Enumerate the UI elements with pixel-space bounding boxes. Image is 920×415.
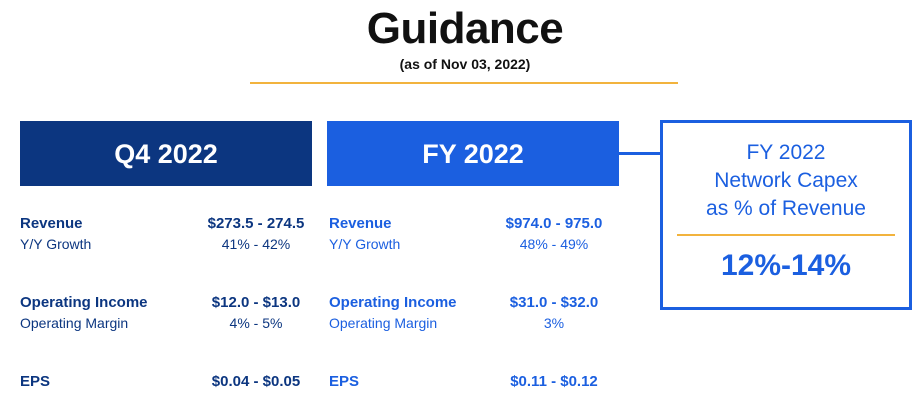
capex-value: 12%-14% [720,249,852,282]
fy-eps-label: EPS [329,373,360,390]
page-subtitle: (as of Nov 03, 2022) [399,56,531,72]
q4-revenue-value: $273.5 - 274.5 [207,215,305,232]
q4-growth-value: 41% - 42% [221,236,291,252]
q4-operating-margin-value: 4% - 5% [229,315,283,331]
q4-revenue-label: Revenue [20,215,83,232]
fy-operating-income-value: $31.0 - $32.0 [509,294,599,311]
fy-growth-label: Y/Y Growth [329,236,401,252]
capex-title-line-2: Network Capex [714,169,858,192]
title-divider [250,82,678,84]
fy-revenue-value: $974.0 - 975.0 [505,215,603,232]
q4-operating-income-label: Operating Income [20,294,148,311]
fy-operating-margin-label: Operating Margin [329,315,438,331]
capex-callout-box: FY 2022 Network Capex as % of Revenue 12… [660,120,912,310]
fy-growth-value: 48% - 49% [519,236,589,252]
fy-operating-income-label: Operating Income [329,294,457,311]
q4-growth-label: Y/Y Growth [20,236,92,252]
capex-title: FY 2022 Network Capex as % of Revenue [663,139,909,223]
q4-eps-label: EPS [20,373,51,390]
fy-eps-value: $0.11 - $0.12 [510,373,598,390]
capex-divider [677,234,895,236]
page-title: Guidance [366,4,564,53]
fy-operating-margin-value: 3% [543,315,565,331]
q4-header: Q4 2022 [20,121,312,186]
q4-operating-income-value: $12.0 - $13.0 [211,294,301,311]
capex-title-line-1: FY 2022 [746,141,826,164]
capex-title-line-3: as % of Revenue [706,197,866,220]
q4-eps-value: $0.04 - $0.05 [211,373,301,390]
capex-connector-line [619,152,661,155]
fy-header: FY 2022 [327,121,619,186]
fy-revenue-label: Revenue [329,215,392,232]
q4-operating-margin-label: Operating Margin [20,315,129,331]
